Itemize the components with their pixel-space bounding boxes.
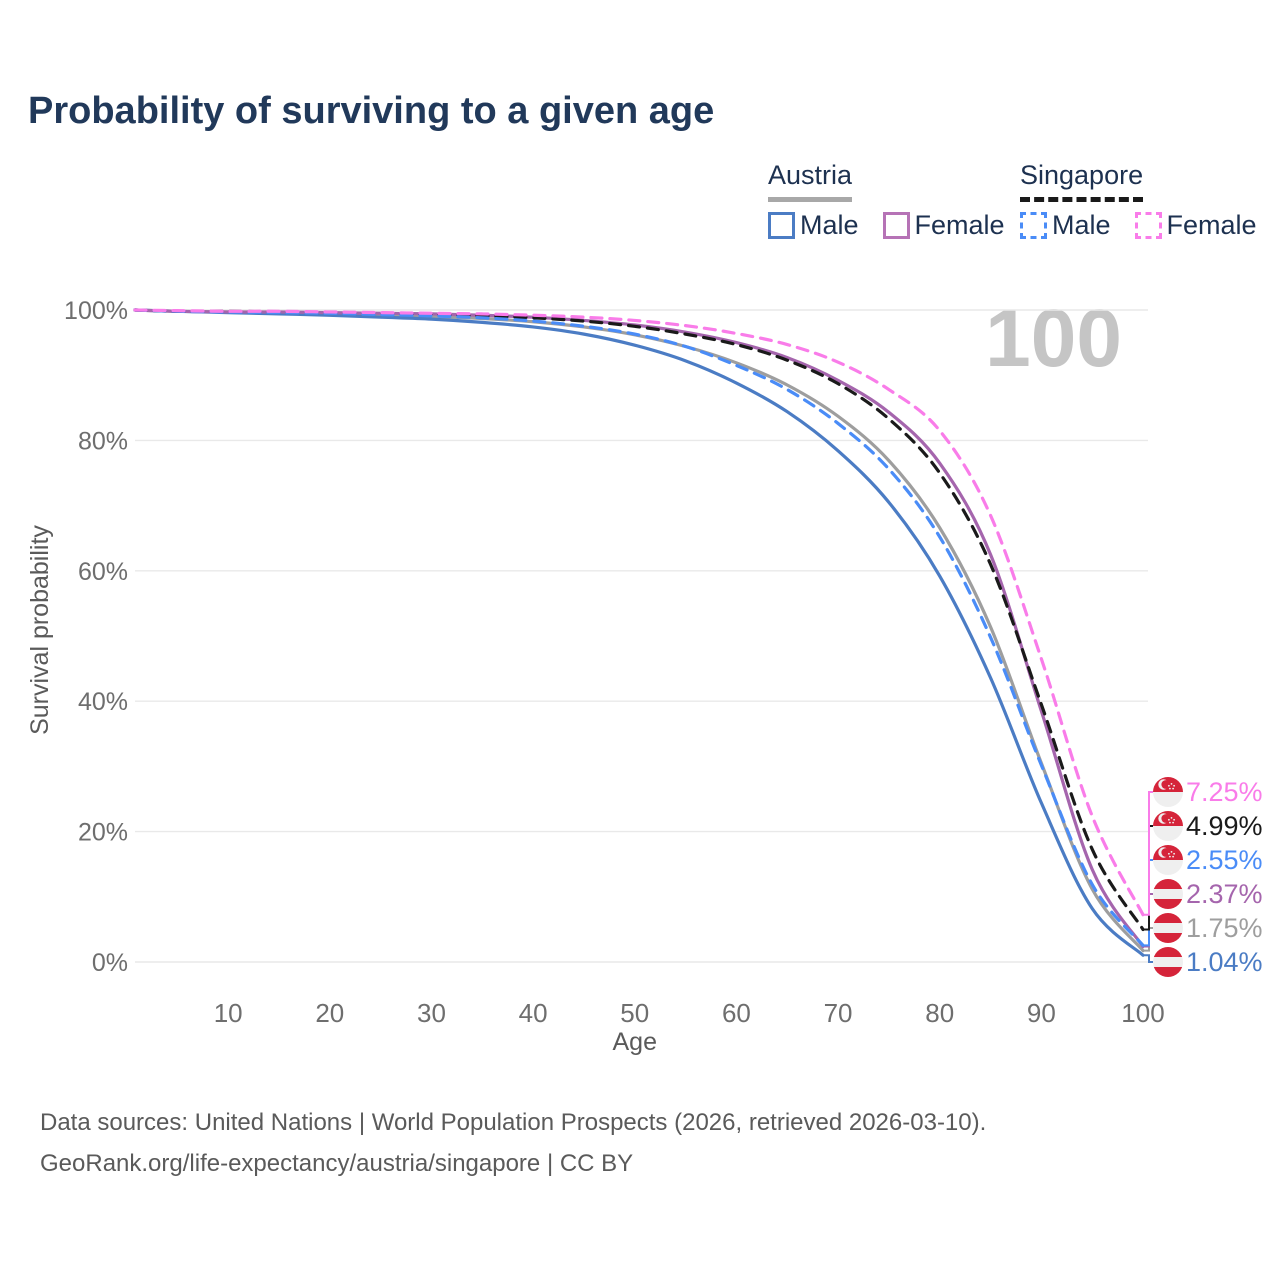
x-tick-label: 60 [722,998,751,1028]
y-tick-label: 40% [78,688,128,716]
x-tick-label: 10 [214,998,243,1028]
x-tick-label: 100 [1121,998,1164,1028]
singapore-flag-icon [1153,777,1183,807]
legend-group-austria: Austria Male Female [768,160,1005,241]
legend-item-label: Female [1166,210,1257,240]
label-leader-line [1144,791,1153,916]
x-tick-label: 70 [824,998,853,1028]
y-tick-label: 20% [78,819,128,847]
austria-flag-icon [1153,913,1183,943]
austria-flag-icon [1153,947,1183,977]
data-sources-line: Data sources: United Nations | World Pop… [40,1109,987,1136]
y-tick-label: 60% [78,558,128,586]
legend-item-austria-female[interactable]: Female [882,210,1005,241]
x-tick-label: 30 [417,998,446,1028]
legend-item-label: Male [1052,210,1111,240]
x-tick-label: 90 [1027,998,1056,1028]
chart-footer: Data sources: United Nations | World Pop… [40,1102,986,1184]
x-tick-label: 80 [925,998,954,1028]
series-line-singapore [133,308,1145,932]
legend-item-singapore-male[interactable]: Male [1020,210,1111,241]
attribution-line: GeoRank.org/life-expectancy/austria/sing… [40,1150,634,1177]
y-tick-label: 80% [78,427,128,455]
x-tick-label: 50 [620,998,649,1028]
singapore-flag-icon [1153,845,1183,875]
singapore-flag-icon [1153,811,1183,841]
age-counter-watermark: 100 [985,293,1122,384]
label-leader-line [1144,954,1153,963]
end-value-label-austria-male: 1.04% [1186,947,1263,977]
end-value-label-austria: 1.75% [1186,913,1263,943]
y-tick-label: 100% [64,297,128,325]
end-value-label-singapore: 4.99% [1186,811,1263,841]
y-axis-title: Survival probability [26,525,54,735]
end-value-label-singapore-female: 7.25% [1186,777,1263,807]
series-line-singapore-female [133,308,1145,917]
legend-item-label: Male [800,210,859,240]
x-axis-title: Age [613,1028,657,1056]
austria-flag-icon [1153,879,1183,909]
legend-group-singapore: Singapore Male Female [1020,160,1257,241]
end-value-label-austria-female: 2.37% [1186,879,1263,909]
legend-item-label: Female [914,210,1005,240]
x-tick-label: 40 [519,998,548,1028]
legend-item-austria-male[interactable]: Male [768,210,859,241]
series-line-austria [133,308,1145,953]
x-tick-label: 20 [315,998,344,1028]
series-line-austria-male [133,308,1145,957]
page-title: Probability of surviving to a given age [28,90,715,132]
austria-female-swatch [882,212,910,239]
y-tick-label: 0% [92,949,128,977]
singapore-female-swatch [1134,212,1162,239]
singapore-male-swatch [1020,212,1047,239]
legend-group-title-austria: Austria [768,160,853,202]
end-value-label-singapore-male: 2.55% [1186,845,1263,875]
legend-group-title-singapore: Singapore [1020,160,1144,202]
legend-item-singapore-female[interactable]: Female [1134,210,1257,241]
austria-male-swatch [768,212,795,239]
